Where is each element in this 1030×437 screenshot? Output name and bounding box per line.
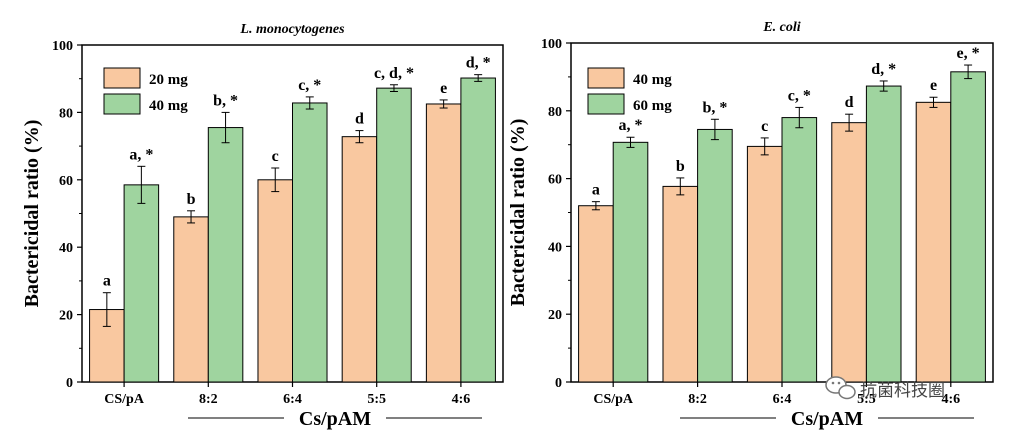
y-tick-label: 40 [548,240,562,255]
significance-label: a [592,182,600,199]
x-tick-label: 8:2 [199,392,218,407]
x-tick-label: 4:6 [941,392,960,407]
bar [662,185,699,383]
legend-swatch [103,67,141,89]
legend-label: 60 mg [633,98,672,114]
significance-label: e [930,77,937,94]
bar [425,103,462,383]
y-tick-label: 20 [548,308,562,323]
bar [292,102,328,383]
y-tick-label: 60 [59,174,73,189]
significance-label: c, * [298,77,321,94]
significance-label: d [845,94,854,111]
y-tick-label: 80 [59,106,73,121]
significance-label: d, * [871,61,896,78]
significance-label: b [676,158,685,175]
bar [578,205,614,383]
x-tick-label: 5:5 [857,392,876,407]
watermark-text: 抗菌科技圈 [860,381,945,401]
y-tick-label: 20 [59,309,73,324]
bar [207,127,244,383]
significance-label: a [103,273,111,290]
significance-label: d [355,111,364,128]
significance-label: d, * [466,55,491,72]
bar [697,128,733,383]
bar [257,179,293,383]
x-tick-label: 6:4 [773,392,792,407]
x-tick-label: 6:4 [283,392,302,407]
bar [746,145,783,383]
bar [950,71,986,383]
significance-label: b, * [213,92,238,109]
x-tick-label: 5:5 [367,392,386,407]
bar [865,85,902,383]
significance-label: c [272,148,279,165]
significance-label: a, * [129,146,153,163]
shared-x-axis-title-left: Cs/pAM [299,408,371,430]
y-tick-label: 80 [548,105,562,120]
significance-label: a, * [619,117,643,134]
x-tick-label: 4:6 [452,392,471,407]
wechat-icon [825,376,856,400]
x-tick-label: 8:2 [688,392,707,407]
legend-label: 20 mg [149,72,188,88]
bar [781,117,818,383]
significance-label: b [187,191,196,208]
chart-title: L. monocytogenes [239,22,345,37]
bar [612,141,649,383]
legend-swatch [103,93,141,115]
significance-label: c [761,118,768,135]
significance-label: e [440,80,447,97]
significance-label: b, * [702,99,727,116]
y-tick-label: 100 [541,37,562,52]
y-tick-label: 60 [548,173,562,188]
legend-swatch [587,93,625,115]
bar [376,87,412,383]
y-tick-label: 40 [59,241,73,256]
legend-label: 40 mg [633,72,672,88]
bar [123,184,160,383]
significance-label: c, d, * [374,65,414,82]
x-tick-label: CS/pA [593,392,634,407]
legend-swatch [587,67,625,89]
legend-label: 40 mg [149,98,188,114]
bar [341,136,378,383]
watermark: 抗菌科技圈 [825,376,945,401]
y-axis-title: Bactericidal ratio (%) [21,120,43,308]
x-tick-label: CS/pA [104,392,145,407]
bar [173,216,209,383]
y-axis-title: Bactericidal ratio (%) [507,119,529,307]
chart-panel-ecoli: E. coli 0 20 40 60 80 100 Bactericidal ratio (%… [507,20,994,407]
y-tick-label: 0 [555,376,562,391]
shared-x-axis-title-right: Cs/pAM [791,408,863,430]
chart-panel-listeria: L. monocytogenes 0 20 40 60 80 100 Bactericidal… [21,22,504,407]
y-tick-label: 100 [52,39,73,54]
bar [831,122,867,383]
chart-title: E. coli [762,20,800,35]
bar [460,77,496,383]
y-tick-label: 0 [66,376,73,391]
significance-label: c, * [788,87,811,104]
bar [915,101,952,383]
significance-label: e, * [957,45,980,62]
